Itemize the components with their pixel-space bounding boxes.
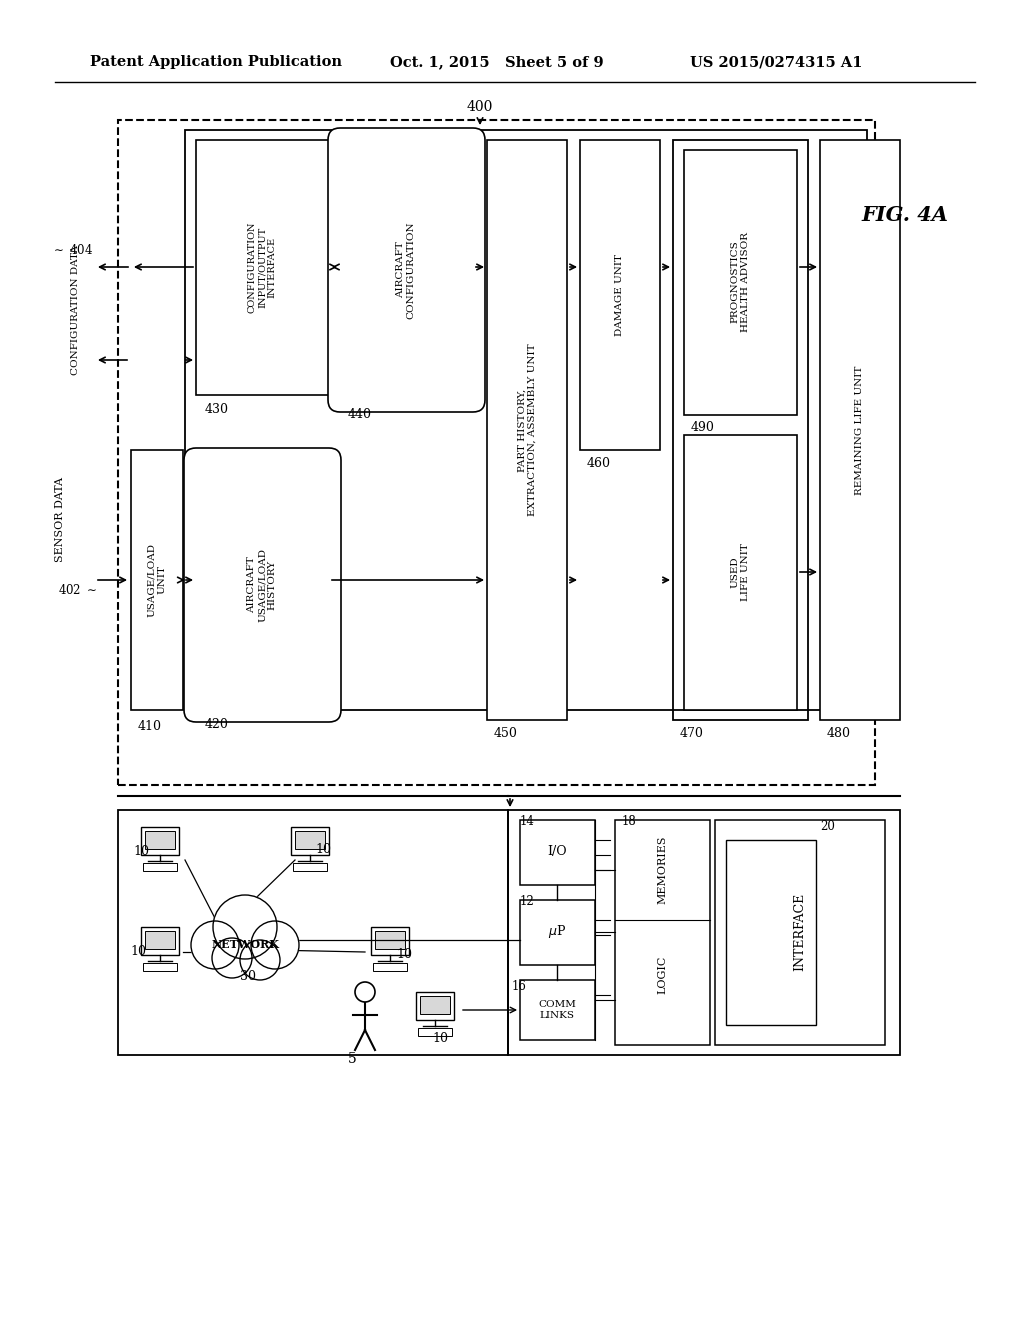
Text: 16: 16 xyxy=(512,979,527,993)
Bar xyxy=(520,820,595,884)
Text: $\sim$ 404: $\sim$ 404 xyxy=(51,243,93,257)
Bar xyxy=(520,979,595,1040)
Bar xyxy=(185,129,867,710)
Bar xyxy=(673,140,808,719)
Bar xyxy=(580,140,660,450)
Text: 400: 400 xyxy=(467,100,494,123)
Text: 18: 18 xyxy=(622,814,637,828)
Text: 10: 10 xyxy=(432,1032,449,1045)
Text: 10: 10 xyxy=(133,845,150,858)
FancyBboxPatch shape xyxy=(184,447,341,722)
Text: MEMORIES: MEMORIES xyxy=(657,836,667,904)
Bar xyxy=(118,120,874,785)
Bar xyxy=(131,450,183,710)
Bar xyxy=(487,140,567,719)
Bar xyxy=(295,832,325,849)
Bar xyxy=(726,840,816,1026)
Bar xyxy=(373,964,407,972)
Bar xyxy=(145,832,175,849)
Text: Oct. 1, 2015   Sheet 5 of 9: Oct. 1, 2015 Sheet 5 of 9 xyxy=(390,55,603,69)
Text: USED
LIFE UNIT: USED LIFE UNIT xyxy=(730,543,750,601)
Bar xyxy=(715,820,885,1045)
Bar xyxy=(143,863,177,871)
Text: 5: 5 xyxy=(348,1052,356,1067)
Text: AIRCRAFT
CONFIGURATION: AIRCRAFT CONFIGURATION xyxy=(396,222,416,319)
Circle shape xyxy=(240,940,280,979)
Circle shape xyxy=(207,904,283,979)
Text: INTERFACE: INTERFACE xyxy=(794,892,807,972)
Bar xyxy=(291,828,329,855)
Text: FIG. 4A: FIG. 4A xyxy=(861,205,948,224)
Text: 420: 420 xyxy=(205,718,229,731)
Text: 480: 480 xyxy=(827,727,851,741)
Bar xyxy=(416,993,454,1020)
Bar xyxy=(684,150,797,414)
Bar xyxy=(371,927,409,954)
Bar xyxy=(375,931,406,949)
Text: 410: 410 xyxy=(138,719,162,733)
Bar xyxy=(615,820,710,1045)
Text: 460: 460 xyxy=(587,457,611,470)
Text: 10: 10 xyxy=(130,945,146,958)
Text: 30: 30 xyxy=(240,970,256,983)
Bar xyxy=(141,828,179,855)
Text: USAGE/LOAD
UNIT: USAGE/LOAD UNIT xyxy=(147,543,167,616)
Text: 490: 490 xyxy=(691,421,715,434)
Bar xyxy=(418,1028,452,1036)
Circle shape xyxy=(212,939,252,978)
Bar xyxy=(820,140,900,719)
Text: I/O: I/O xyxy=(547,846,567,858)
Bar xyxy=(196,140,329,395)
Bar xyxy=(293,863,327,871)
Text: 430: 430 xyxy=(205,403,229,416)
Text: 10: 10 xyxy=(396,948,412,961)
Text: NETWORK: NETWORK xyxy=(211,939,279,949)
Text: 440: 440 xyxy=(348,408,372,421)
Text: PART HISTORY,
EXTRACTION, ASSEMBLY UNIT: PART HISTORY, EXTRACTION, ASSEMBLY UNIT xyxy=(517,343,537,516)
Text: SENSOR DATA: SENSOR DATA xyxy=(55,478,65,562)
Bar xyxy=(420,997,450,1014)
Text: DAMAGE UNIT: DAMAGE UNIT xyxy=(615,253,625,337)
FancyBboxPatch shape xyxy=(328,128,485,412)
Circle shape xyxy=(213,895,278,960)
Text: US 2015/0274315 A1: US 2015/0274315 A1 xyxy=(690,55,862,69)
Text: PROGNOSTICS
HEALTH ADVISOR: PROGNOSTICS HEALTH ADVISOR xyxy=(730,232,750,333)
Text: 470: 470 xyxy=(680,727,703,741)
Circle shape xyxy=(191,921,239,969)
Text: REMAINING LIFE UNIT: REMAINING LIFE UNIT xyxy=(855,366,864,495)
Text: Patent Application Publication: Patent Application Publication xyxy=(90,55,342,69)
Text: 10: 10 xyxy=(315,843,331,855)
Bar xyxy=(118,810,508,1055)
Text: 450: 450 xyxy=(494,727,518,741)
Bar xyxy=(145,931,175,949)
Text: 12: 12 xyxy=(520,895,535,908)
Bar xyxy=(508,810,900,1055)
Text: CONFIGURATION
INPUT/OUTPUT
INTERFACE: CONFIGURATION INPUT/OUTPUT INTERFACE xyxy=(247,222,276,313)
Text: COMM
LINKS: COMM LINKS xyxy=(538,1001,575,1019)
Bar xyxy=(143,964,177,972)
Bar xyxy=(684,436,797,710)
Text: 20: 20 xyxy=(820,820,835,833)
Circle shape xyxy=(355,982,375,1002)
Text: CONFIGURATION DATA: CONFIGURATION DATA xyxy=(71,246,80,375)
Bar xyxy=(520,900,595,965)
Text: $\mu$P: $\mu$P xyxy=(548,924,566,940)
Text: AIRCRAFT
USAGE/LOAD
HISTORY: AIRCRAFT USAGE/LOAD HISTORY xyxy=(247,548,276,622)
Text: LOGIC: LOGIC xyxy=(657,956,667,994)
Text: 14: 14 xyxy=(520,814,535,828)
Circle shape xyxy=(251,921,299,969)
Bar xyxy=(141,927,179,954)
Text: 402 $\sim$: 402 $\sim$ xyxy=(58,583,97,597)
